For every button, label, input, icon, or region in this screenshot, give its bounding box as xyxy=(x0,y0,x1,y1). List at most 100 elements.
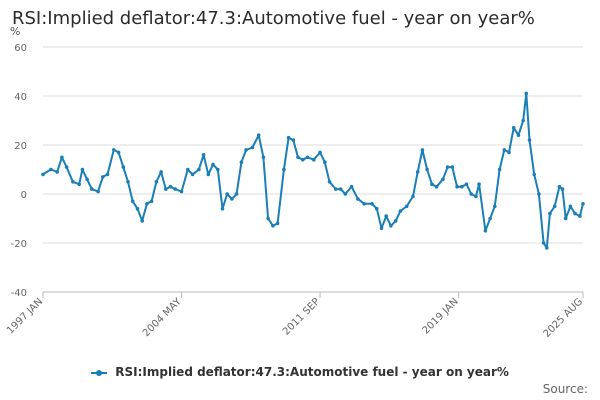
data-point[interactable] xyxy=(488,216,492,221)
data-point[interactable] xyxy=(560,187,565,191)
data-point[interactable] xyxy=(49,167,53,172)
data-point[interactable] xyxy=(511,126,516,130)
data-point[interactable] xyxy=(323,160,327,164)
data-point[interactable] xyxy=(573,211,577,216)
data-point[interactable] xyxy=(312,157,316,162)
data-point[interactable] xyxy=(296,155,300,160)
data-point[interactable] xyxy=(168,184,173,189)
data-point[interactable] xyxy=(434,184,439,189)
data-point[interactable] xyxy=(41,172,45,177)
data-point[interactable] xyxy=(356,197,360,201)
data-point[interactable] xyxy=(545,246,549,250)
data-point[interactable] xyxy=(126,180,130,184)
data-point[interactable] xyxy=(90,187,94,191)
data-point[interactable] xyxy=(477,182,481,186)
data-point[interactable] xyxy=(190,172,195,177)
data-point[interactable] xyxy=(85,177,89,182)
data-point[interactable] xyxy=(541,241,546,245)
data-point[interactable] xyxy=(154,180,159,184)
data-point[interactable] xyxy=(239,160,244,164)
data-point[interactable] xyxy=(516,133,521,137)
data-point[interactable] xyxy=(305,155,310,160)
data-point[interactable] xyxy=(121,165,126,169)
data-point[interactable] xyxy=(460,184,464,189)
data-point[interactable] xyxy=(197,167,201,172)
data-point[interactable] xyxy=(521,118,525,123)
data-point[interactable] xyxy=(225,192,229,196)
data-point[interactable] xyxy=(206,172,211,177)
data-point[interactable] xyxy=(578,214,582,218)
data-point[interactable] xyxy=(234,192,239,196)
data-point[interactable] xyxy=(60,155,64,160)
data-point[interactable] xyxy=(96,189,100,194)
data-point[interactable] xyxy=(507,150,511,155)
data-point[interactable] xyxy=(130,199,135,204)
data-point[interactable] xyxy=(445,165,450,169)
data-point[interactable] xyxy=(80,167,85,172)
legend[interactable]: RSI:Implied deflator:47.3:Automotive fue… xyxy=(0,365,600,379)
data-point[interactable] xyxy=(216,167,220,172)
data-point[interactable] xyxy=(393,219,398,223)
data-point[interactable] xyxy=(101,175,105,179)
data-point[interactable] xyxy=(318,150,322,155)
data-point[interactable] xyxy=(230,197,234,201)
data-point[interactable] xyxy=(415,170,420,174)
data-point[interactable] xyxy=(275,221,280,226)
data-point[interactable] xyxy=(370,202,374,206)
data-point[interactable] xyxy=(552,204,557,209)
data-point[interactable] xyxy=(250,145,255,150)
data-point[interactable] xyxy=(349,184,354,189)
data-point[interactable] xyxy=(338,187,343,191)
data-point[interactable] xyxy=(398,209,403,213)
data-point[interactable] xyxy=(568,204,573,209)
data-point[interactable] xyxy=(334,187,338,191)
data-point[interactable] xyxy=(201,153,206,157)
data-point[interactable] xyxy=(343,192,348,196)
data-point[interactable] xyxy=(149,199,154,204)
data-point[interactable] xyxy=(135,206,140,211)
data-point[interactable] xyxy=(286,135,291,140)
data-point[interactable] xyxy=(464,182,469,186)
data-point[interactable] xyxy=(537,192,541,196)
data-point[interactable] xyxy=(548,211,552,216)
data-point[interactable] xyxy=(145,202,149,206)
data-point[interactable] xyxy=(557,184,562,189)
data-point[interactable] xyxy=(77,182,81,186)
data-point[interactable] xyxy=(211,162,215,167)
data-point[interactable] xyxy=(450,165,455,169)
data-point[interactable] xyxy=(282,167,286,172)
data-point[interactable] xyxy=(266,216,270,221)
data-point[interactable] xyxy=(455,184,459,189)
data-point[interactable] xyxy=(430,182,434,186)
data-point[interactable] xyxy=(532,172,536,177)
data-point[interactable] xyxy=(362,202,367,206)
data-point[interactable] xyxy=(563,216,568,221)
data-point[interactable] xyxy=(441,177,445,182)
data-point[interactable] xyxy=(581,202,585,206)
data-point[interactable] xyxy=(64,165,69,169)
data-point[interactable] xyxy=(389,224,393,228)
data-point[interactable] xyxy=(524,91,529,96)
data-point[interactable] xyxy=(291,138,296,142)
data-point[interactable] xyxy=(379,226,384,231)
data-point[interactable] xyxy=(384,214,389,218)
data-point[interactable] xyxy=(105,172,110,177)
data-point[interactable] xyxy=(179,189,184,194)
data-point[interactable] xyxy=(474,194,478,199)
data-point[interactable] xyxy=(404,204,409,209)
data-point[interactable] xyxy=(112,148,116,152)
data-point[interactable] xyxy=(116,150,121,155)
data-point[interactable] xyxy=(502,148,507,152)
data-point[interactable] xyxy=(186,167,190,172)
data-point[interactable] xyxy=(497,167,502,172)
data-point[interactable] xyxy=(220,206,225,211)
data-point[interactable] xyxy=(159,170,163,174)
data-point[interactable] xyxy=(173,187,177,191)
data-point[interactable] xyxy=(375,206,379,211)
data-point[interactable] xyxy=(420,148,425,152)
data-point[interactable] xyxy=(55,170,59,174)
data-point[interactable] xyxy=(244,148,248,152)
data-point[interactable] xyxy=(425,167,429,172)
data-point[interactable] xyxy=(261,155,266,160)
data-point[interactable] xyxy=(301,157,305,162)
